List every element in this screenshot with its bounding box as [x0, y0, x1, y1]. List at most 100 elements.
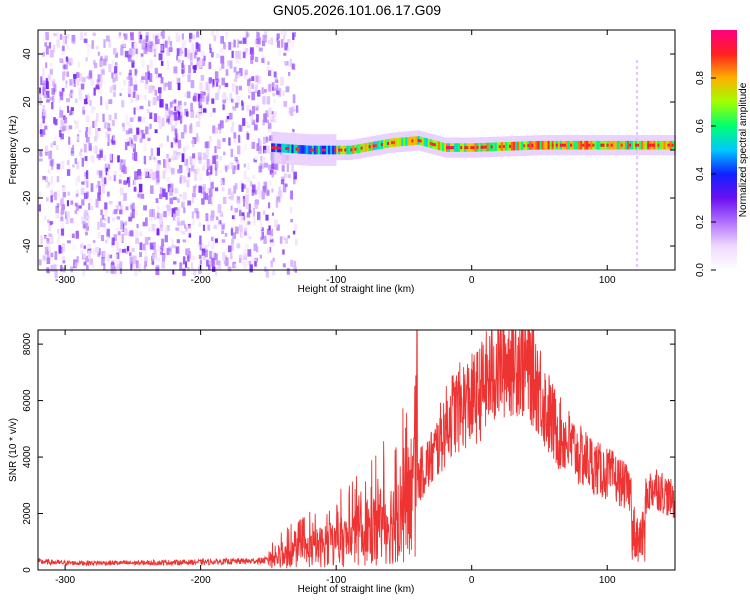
spectrogram-cell: [98, 52, 102, 58]
spectrogram-cell: [89, 258, 93, 265]
spectrogram-cell: [171, 156, 175, 161]
spectrogram-cell: [278, 189, 282, 199]
spectrogram-cell: [177, 59, 181, 63]
spectrogram-cell: [182, 147, 186, 153]
spectrogram-cell: [128, 48, 133, 58]
spectrogram-cell: [328, 145, 331, 155]
spectrogram-cell: [184, 47, 187, 57]
spectrogram-cell: [220, 36, 224, 44]
spectrogram-cell: [519, 141, 522, 151]
spectrogram-cell: [636, 108, 639, 111]
spectrogram-cell: [243, 198, 246, 207]
spectrogram-cell: [411, 139, 415, 143]
spectrogram-cell: [344, 148, 348, 152]
spectrogram-cell: [258, 165, 262, 173]
spectrogram-cell: [74, 210, 78, 214]
spectrogram-cell: [44, 235, 47, 239]
spectrogram-cell: [178, 47, 182, 56]
spectrogram-cell: [236, 200, 241, 205]
spectrogram-cell: [47, 181, 50, 186]
spectrogram-cell: [242, 184, 246, 189]
spectrogram-cell: [131, 42, 136, 49]
spectrogram-cell: [171, 125, 176, 132]
spectrogram-cell: [665, 140, 668, 150]
spectrogram-cell: [136, 106, 140, 112]
spectrogram-cell: [65, 34, 70, 39]
spectrogram-cell: [586, 143, 590, 147]
spectrogram-cell: [293, 179, 296, 185]
spectrogram-cell: [259, 219, 262, 223]
spectrogram-cell: [153, 157, 157, 163]
spectrogram-cell: [131, 60, 135, 68]
spectrogram-cell: [166, 248, 169, 255]
spectrogram-cell: [176, 48, 180, 56]
spectrogram-cell: [241, 231, 245, 238]
spectrogram-cell: [172, 244, 176, 249]
spectrogram-cell: [242, 37, 247, 44]
spectrogram-cell: [289, 58, 292, 67]
spectrogram-cell: [228, 112, 233, 120]
spectrogram-cell: [105, 209, 108, 217]
spectrogram-cell: [261, 156, 265, 164]
spectrogram-y-tick-label: -40: [22, 238, 33, 253]
spectrogram-cell: [201, 166, 205, 172]
spectrogram-cell: [99, 150, 103, 158]
spectrogram-cell: [251, 175, 256, 179]
snr-line-layer: [37, 329, 676, 569]
spectrogram-cell: [198, 185, 202, 193]
spectrogram-cell: [38, 93, 42, 101]
spectrogram-cell: [225, 96, 228, 101]
spectrogram-cell: [123, 180, 127, 185]
spectrogram-cell: [62, 125, 67, 131]
spectrogram-cell: [122, 249, 126, 253]
spectrogram-cell: [220, 55, 225, 64]
spectrogram-cell: [108, 39, 112, 48]
spectrogram-cell: [159, 187, 164, 195]
spectrogram-cell: [215, 238, 218, 243]
spectrogram-cell: [309, 148, 313, 152]
spectrogram-cell: [257, 32, 260, 40]
spectrogram-cell: [85, 255, 89, 263]
spectrogram-cell: [160, 44, 164, 51]
spectrogram-cell: [185, 227, 188, 232]
spectrogram-cell: [175, 133, 178, 142]
spectrogram-cell: [260, 156, 263, 162]
spectrogram-cell: [276, 40, 281, 48]
spectrogram-cell: [144, 43, 148, 50]
spectrogram-cell: [236, 196, 241, 204]
spectrogram-cell: [273, 171, 277, 175]
spectrogram-cell: [166, 118, 170, 123]
spectrogram-cell: [268, 83, 272, 92]
spectrogram-cell: [555, 143, 559, 147]
spectrogram-cell: [207, 224, 211, 231]
spectrogram-cell: [233, 185, 237, 194]
spectrogram-cell: [189, 125, 193, 134]
spectrogram-cell: [618, 140, 622, 150]
spectrogram-cell: [100, 209, 103, 216]
spectrogram-cell: [174, 155, 178, 161]
spectrogram-cell: [173, 66, 178, 74]
spectrogram-cell: [425, 138, 428, 147]
spectrogram-cell: [624, 140, 628, 150]
spectrogram-cell: [204, 92, 207, 100]
spectrogram-cell: [187, 225, 191, 235]
spectrogram-cell: [636, 132, 639, 135]
spectrogram-cell: [87, 48, 90, 57]
spectrogram-cell: [165, 103, 169, 111]
spectrogram-cell: [255, 189, 259, 193]
spectrogram-cell: [115, 228, 120, 232]
spectrogram-cell: [231, 83, 236, 87]
spectrogram-cell: [241, 102, 245, 111]
spectrogram-cell: [215, 92, 219, 100]
spectrogram-cell: [164, 167, 168, 173]
spectrogram-cell: [531, 144, 535, 147]
spectrogram-cell: [174, 150, 177, 154]
spectrogram-cell: [614, 140, 618, 150]
spectrogram-cell: [181, 68, 185, 74]
spectrogram-cell: [637, 143, 641, 147]
spectrogram-cell: [161, 117, 165, 127]
spectrogram-cell: [184, 256, 187, 262]
spectrogram-cell: [152, 253, 156, 262]
spectrogram-cell: [83, 143, 87, 153]
spectrogram-cell: [215, 82, 219, 87]
